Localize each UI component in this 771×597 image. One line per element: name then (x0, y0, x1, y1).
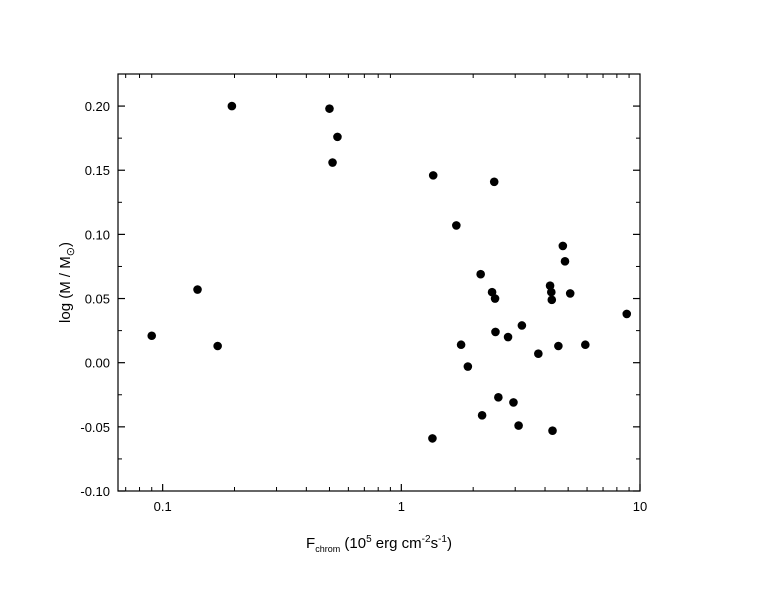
data-point-14 (487, 287, 497, 297)
y-tick-label: -0.05 (80, 420, 110, 435)
data-point-31 (565, 289, 575, 298)
data-point-19 (503, 332, 513, 342)
data-point-4 (325, 104, 334, 113)
y-tick-label: 0.15 (85, 163, 110, 178)
data-point-17 (491, 327, 500, 337)
x-axis-title: Fchrom (105 erg cm-2s-1) (306, 534, 452, 554)
y-tick-label: -0.10 (80, 484, 110, 499)
data-point-15 (489, 177, 499, 187)
data-point-24 (545, 281, 555, 291)
x-tick-label: 1 (398, 499, 405, 514)
y-axis-title: log (M / M⊙) (57, 242, 77, 323)
y-tick-label: 0.10 (85, 227, 110, 242)
x-tick-label: 0.1 (154, 499, 172, 514)
x-axis: 0.1 1 10 (154, 484, 647, 514)
y-tick-label: 0.00 (85, 356, 110, 371)
plot-frame (117, 73, 641, 492)
data-point-25 (547, 287, 556, 297)
data-point-6 (333, 132, 342, 142)
data-point-28 (554, 341, 563, 351)
data-points (147, 101, 632, 443)
data-point-27 (548, 426, 557, 435)
data-point-9 (452, 221, 461, 230)
data-point-21 (514, 421, 523, 430)
data-point-10 (456, 340, 466, 350)
y-axis: -0.10 -0.05 0.00 0.05 0.10 0.15 0.20 (80, 99, 640, 499)
data-point-0 (147, 331, 157, 341)
x-tick-label: 10 (633, 499, 647, 514)
data-point-1 (193, 285, 202, 294)
y-tick-label: 0.05 (85, 292, 110, 307)
data-point-22 (517, 321, 527, 330)
data-point-20 (509, 398, 518, 407)
data-point-8 (428, 171, 438, 180)
data-point-3 (227, 101, 237, 111)
data-point-32 (581, 340, 590, 350)
data-point-11 (463, 362, 473, 371)
data-point-2 (213, 341, 222, 351)
data-point-29 (558, 241, 568, 251)
data-point-23 (534, 349, 543, 359)
data-point-33 (622, 309, 632, 319)
data-point-18 (494, 393, 503, 402)
minor-ticks (118, 74, 640, 491)
data-point-16 (490, 294, 500, 303)
data-point-12 (476, 269, 485, 279)
data-point-7 (428, 434, 437, 443)
data-point-5 (328, 158, 337, 167)
y-tick-label: 0.20 (85, 99, 110, 114)
data-point-13 (477, 410, 487, 420)
data-point-30 (560, 257, 570, 266)
data-point-26 (547, 295, 557, 305)
